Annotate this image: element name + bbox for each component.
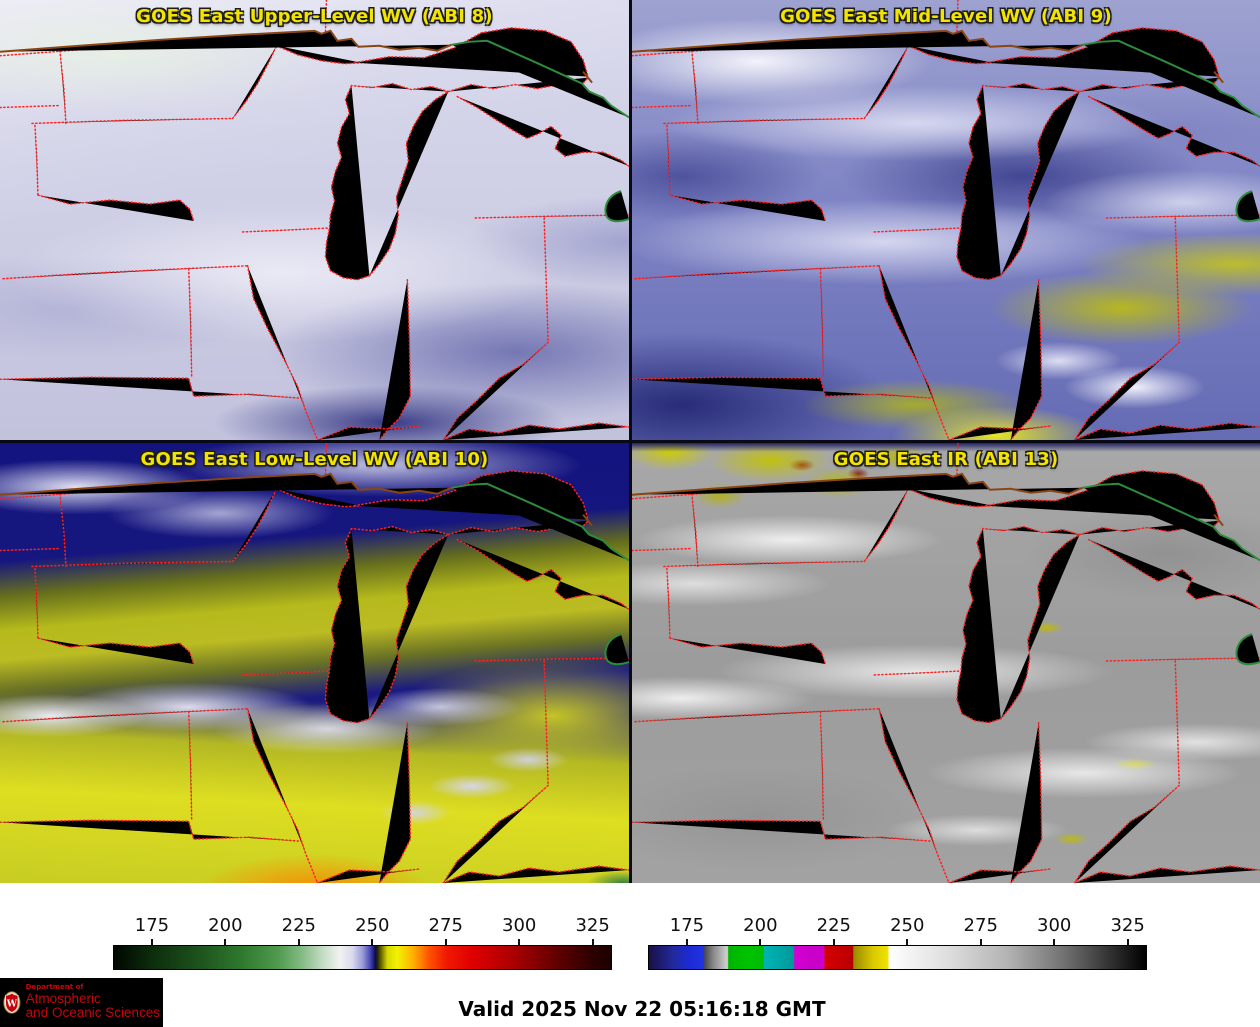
colorbar-tick-label: 325 [1110,915,1145,936]
colorbar-tick-mark [297,939,300,945]
uw-monogram: W [6,999,18,1010]
colorbar-tick-label: 175 [134,915,170,936]
colorbar-tick-mark [979,939,982,945]
colorbar-tick-mark [832,939,835,945]
colorbar-tick-mark [1053,939,1056,945]
borders-overlay [632,443,1260,883]
colorbar-tick-mark [371,939,374,945]
borders-overlay [0,0,629,440]
colorbar-ir-gradient [648,945,1147,970]
colorbar-tick-mark [685,939,688,945]
quadrant-grid: GOES East Upper-Level WV (ABI 8) GOES Ea… [0,0,1260,883]
panel-title: GOES East Mid-Level WV (ABI 9) [780,6,1112,27]
panel-low-level-wv: GOES East Low-Level WV (ABI 10) [0,443,629,883]
colorbar-tick-mark [906,939,909,945]
colorbar-wv: 175 200 225 250 275 300 325 [113,915,612,970]
colorbar-tick-mark [1126,939,1129,945]
colorbar-tick-label: 225 [816,915,851,936]
colorbar-tick-mark [591,939,594,945]
logo-line2: and Oceanic Sciences [25,1005,160,1021]
logo-department-line: Department of [25,983,84,992]
colorbar-tick-label: 275 [428,915,463,936]
logo-line1: Atmospheric [25,990,101,1006]
colorbar-wv-gradient [113,945,612,970]
panel-title: GOES East Low-Level WV (ABI 10) [140,449,489,470]
colorbar-tick-mark [444,939,447,945]
panel-mid-level-wv: GOES East Mid-Level WV (ABI 9) [632,0,1260,440]
colorbar-tick-label: 250 [890,915,925,936]
valid-timestamp: Valid 2025 Nov 22 05:16:18 GMT [458,997,826,1021]
borders-overlay [0,443,629,883]
colorbar-tick-mark [759,939,762,945]
footer: 175 200 225 250 275 300 325 175 200 225 250 275 300… [0,883,1260,1027]
colorbar-tick-mark [224,939,227,945]
colorbar-ir: 175 200 225 250 275 300 325 [648,915,1147,970]
colorbar-tick-mark [518,939,521,945]
colorbar-wv-ticks: 175 200 225 250 275 300 325 [113,915,612,945]
colorbar-tick-label: 250 [355,915,390,936]
panel-upper-level-wv: GOES East Upper-Level WV (ABI 8) [0,0,629,440]
aos-logo: W Department of Atmospheric and Oceanic … [0,978,163,1027]
colorbar-tick-label: 200 [208,915,243,936]
colorbar-tick-label: 225 [281,915,316,936]
colorbar-tick-label: 300 [1036,915,1072,936]
panel-title: GOES East IR (ABI 13) [833,449,1059,470]
colorbar-tick-label: 325 [575,915,610,936]
colorbar-ir-ticks: 175 200 225 250 275 300 325 [648,915,1147,945]
logo-text: Department of Atmospheric and Oceanic Sc… [26,984,160,1021]
colorbar-tick-label: 175 [669,915,705,936]
uw-crest-icon: W [3,991,21,1014]
colorbar-tick-label: 275 [963,915,998,936]
borders-overlay [632,0,1260,440]
colorbar-tick-label: 300 [501,915,537,936]
panel-ir: GOES East IR (ABI 13) [632,443,1260,883]
colorbar-tick-mark [150,939,153,945]
panel-title: GOES East Upper-Level WV (ABI 8) [136,6,493,27]
colorbar-tick-label: 200 [743,915,778,936]
